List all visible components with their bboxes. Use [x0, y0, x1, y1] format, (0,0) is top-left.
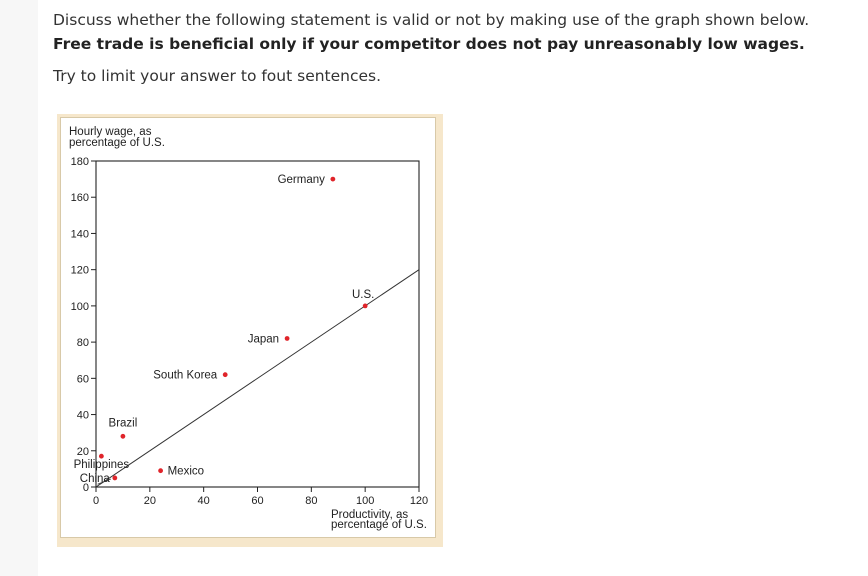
x-tick-label: 0 [93, 495, 99, 507]
chart-panel: Hourly wage, as percentage of U.S. 0 20 40… [60, 117, 436, 538]
y-axis-title-line2: percentage of U.S. [69, 137, 165, 149]
plot-frame [95, 160, 420, 488]
x-tick-label: 120 [410, 495, 428, 507]
y-tick-label: 140 [71, 228, 89, 240]
china-leader-line [97, 478, 111, 485]
data-point-japan [284, 336, 290, 341]
question-prompt: Discuss whether the following statement … [53, 11, 810, 29]
x-tick-label: 80 [305, 495, 317, 507]
x-tick-label: 100 [356, 495, 374, 507]
y-tick-label: 180 [71, 156, 89, 168]
data-point-u-s [362, 303, 368, 309]
x-tick-label: 40 [198, 495, 210, 507]
question-statement: Free trade is beneficial only if your co… [53, 35, 805, 53]
productivity-wage-line [95, 269, 420, 488]
y-axis-title: Hourly wage, as percentage of U.S. [69, 126, 165, 149]
data-point-china [112, 475, 118, 481]
data-point-brazil [120, 433, 126, 439]
data-point-philippines [98, 453, 104, 459]
x-axis-title-line2: percentage of U.S. [331, 519, 427, 531]
left-rail [0, 0, 38, 576]
point-label-japan: Japan [248, 333, 279, 345]
y-tick-label: 60 [77, 373, 89, 385]
x-tick-label: 20 [144, 495, 156, 507]
y-tick-label: 80 [77, 337, 89, 349]
y-tick-label: 40 [77, 410, 89, 422]
y-tick-label: 120 [71, 265, 89, 277]
x-tick-label: 60 [251, 495, 263, 507]
question-block: Discuss whether the following statement … [53, 8, 853, 88]
question-instruction: Try to limit your answer to fout sentenc… [53, 67, 382, 85]
point-label-china: China [80, 473, 111, 485]
point-label-philippines: Philippines [74, 459, 130, 471]
data-point-germany [330, 176, 336, 182]
point-label-south-korea: South Korea [153, 370, 218, 382]
y-tick-label: 160 [71, 192, 89, 204]
point-label-mexico: Mexico [168, 466, 204, 478]
data-point-south-korea [222, 372, 228, 378]
y-axis-title-line1: Hourly wage, as [69, 126, 152, 138]
point-label-germany: Germany [278, 174, 326, 186]
y-tick-label: 20 [77, 446, 89, 458]
point-label-u-s: U.S. [352, 289, 374, 301]
y-tick-label: 0 [83, 482, 89, 494]
point-label-brazil: Brazil [109, 417, 138, 429]
y-tick-label: 100 [71, 301, 89, 313]
x-axis-title-line1: Productivity, as [331, 509, 408, 521]
data-point-mexico [158, 468, 163, 474]
figure-frame: Hourly wage, as percentage of U.S. 0 20 40… [57, 114, 443, 547]
